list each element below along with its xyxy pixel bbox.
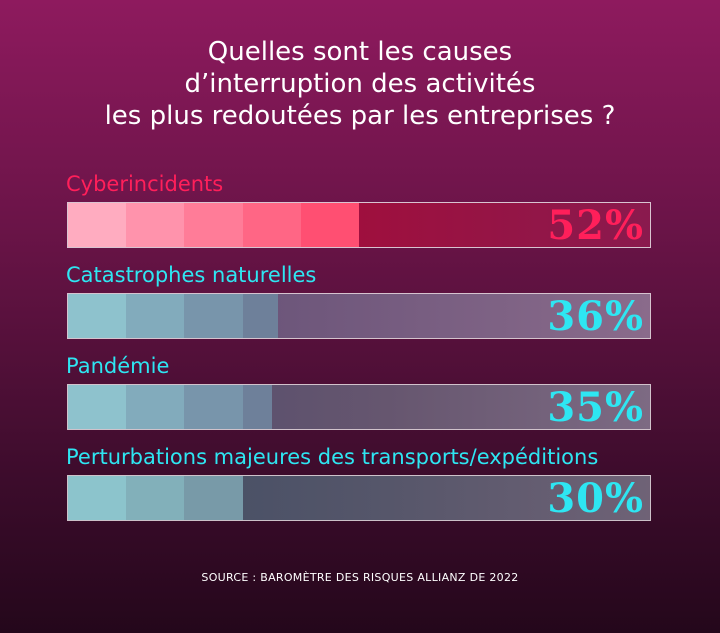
category-label: Pandémie bbox=[66, 354, 170, 378]
bar-segment bbox=[184, 203, 243, 247]
bar-segment bbox=[68, 203, 127, 247]
bar-track: 30% bbox=[67, 475, 651, 521]
bar-segment bbox=[242, 203, 301, 247]
category-label: Cyberincidents bbox=[66, 172, 224, 196]
bar-segment bbox=[126, 203, 185, 247]
value-label: 35% bbox=[547, 384, 644, 430]
bar-segment bbox=[126, 294, 185, 338]
bar-segment-partial bbox=[242, 294, 278, 338]
category-label: Perturbations majeures des transports/ex… bbox=[66, 445, 599, 469]
bar-segment bbox=[68, 385, 127, 429]
bar-segment bbox=[126, 476, 185, 520]
title-line-1: Quelles sont les causes bbox=[207, 37, 513, 67]
category-label: Catastrophes naturelles bbox=[66, 263, 317, 287]
title-line-3: les plus redoutées par les entreprises ? bbox=[104, 101, 616, 131]
bar-segment-partial bbox=[242, 385, 272, 429]
bar-segment bbox=[68, 294, 127, 338]
value-label: 36% bbox=[547, 293, 644, 339]
bar-segment bbox=[300, 203, 359, 247]
bar-segment bbox=[184, 294, 243, 338]
bar-segment bbox=[184, 385, 243, 429]
chart-title: Quelles sont les causes d’interruption d… bbox=[0, 36, 720, 132]
bar-segment bbox=[126, 385, 185, 429]
title-line-2: d’interruption des activités bbox=[184, 69, 536, 99]
value-label: 52% bbox=[547, 202, 644, 248]
bar-segment bbox=[184, 476, 243, 520]
value-label: 30% bbox=[547, 475, 644, 521]
bar-segment bbox=[68, 476, 127, 520]
source-note: SOURCE : BAROMÈTRE DES RISQUES ALLIANZ D… bbox=[201, 571, 519, 584]
bar-track: 36% bbox=[67, 293, 651, 339]
bar-track: 35% bbox=[67, 384, 651, 430]
bar-track: 52% bbox=[67, 202, 651, 248]
